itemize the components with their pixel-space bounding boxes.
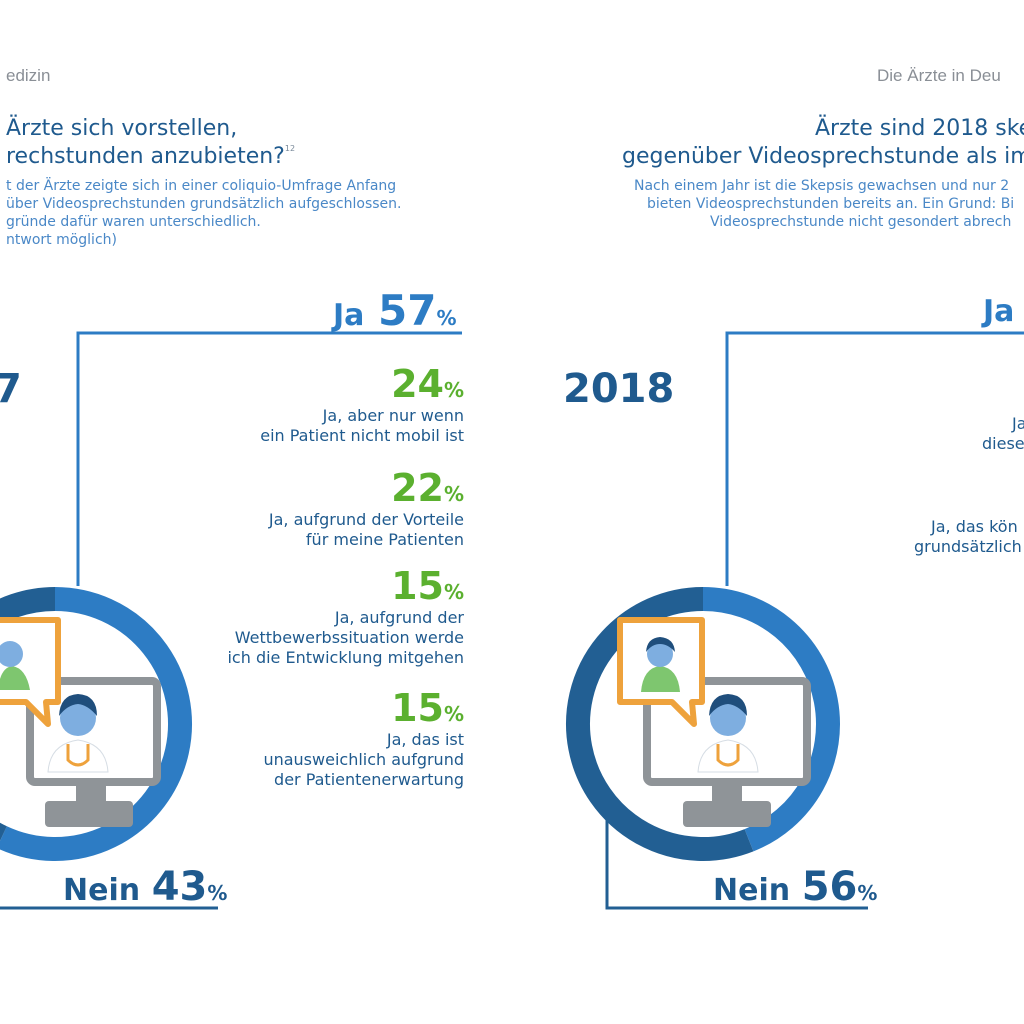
partial-reason-text: diese <box>982 434 1024 453</box>
title-line1-right: Ärzte sind 2018 skep <box>815 116 1024 141</box>
video-consultation-icon-right <box>617 617 811 827</box>
nein-label: Nein <box>713 873 791 908</box>
subtitle-line-right: bieten Videosprechstunden bereits an. Ei… <box>647 196 1015 212</box>
monitor-stand-icon <box>45 801 133 827</box>
monitor-neck-icon <box>712 786 742 804</box>
patient-hair-icon <box>646 637 675 652</box>
reason-value: 22% <box>269 466 464 510</box>
title-footnote: 12 <box>284 144 296 153</box>
percent-sign: % <box>857 881 878 905</box>
title-line1-left: Ärzte sich vorstellen, <box>6 116 238 141</box>
partial-reason-line: Ja, das kön <box>931 517 1018 537</box>
ja-connector-line-left <box>76 331 462 586</box>
subtitle-line: t der Ärzte zeigte sich in einer coliqui… <box>6 178 397 194</box>
reason-text-line: Ja, aufgrund der <box>334 608 464 627</box>
reason-number: 15 <box>391 564 444 608</box>
doctor-head-icon <box>60 700 96 736</box>
donut-slice-ja <box>0 587 192 861</box>
reason-text-line: Ja, aber nur wenn <box>322 406 464 425</box>
doctor-hair-icon <box>709 694 747 716</box>
reason-text-line: ein Patient nicht mobil ist <box>260 426 464 445</box>
ja-connector-line-right <box>725 331 1024 586</box>
partial-reason-line: diese <box>982 434 1024 454</box>
doctor-hair-icon <box>59 694 97 716</box>
partial-reason-line: Ja <box>1012 414 1024 434</box>
subtitle-line: gründe dafür waren unterschiedlich. <box>6 214 261 230</box>
donut-slice-ja <box>702 587 840 852</box>
doctor-head-icon <box>710 700 746 736</box>
year-label-left: 7 <box>0 366 22 412</box>
monitor-stand-icon <box>683 801 771 827</box>
reason-text-line: ich die Entwicklung mitgehen <box>227 648 464 667</box>
reason-item: 24% Ja, aber nur wenn ein Patient nicht … <box>260 362 464 446</box>
subtitle-left: t der Ärzte zeigte sich in einer coliqui… <box>6 177 401 249</box>
partial-reason-line: grundsätzlich <box>914 537 1022 557</box>
reason-number: 15 <box>391 686 444 730</box>
title-line2-left: rechstunden anzubieten?12 <box>6 144 295 169</box>
reason-item: 22% Ja, aufgrund der Vorteile für meine … <box>269 466 464 550</box>
subtitle-line-right: Videosprechstunde nicht gesondert abrech <box>710 214 1012 230</box>
ja-value: 57 <box>377 286 437 335</box>
reason-text-line: Ja, das ist <box>386 730 464 749</box>
title-line2-right: gegenüber Videosprechstunde als im <box>622 144 1024 169</box>
reason-number: 24 <box>391 362 444 406</box>
reason-text-line: unausweichlich aufgrund <box>263 750 464 769</box>
header-left: edizin <box>6 66 51 85</box>
donut-slice-nein <box>566 587 754 861</box>
patient-head-icon <box>0 641 23 667</box>
reason-text-line: der Patientenerwartung <box>274 770 464 789</box>
donut-chart-left <box>0 587 192 861</box>
percent-sign: % <box>443 378 464 402</box>
subtitle-line: über Videosprechstunden grundsätzlich au… <box>6 196 402 212</box>
reason-item: 15% Ja, aufgrund der Wettbewerbssituatio… <box>227 564 464 668</box>
partial-reason-text: Ja, das kön <box>931 517 1018 536</box>
nein-value: 43 <box>151 864 208 910</box>
patient-body-icon <box>641 666 680 692</box>
reason-text-line: Ja, aufgrund der Vorteile <box>268 510 464 529</box>
donut-chart-right <box>566 587 840 861</box>
monitor-neck-icon <box>76 786 106 804</box>
reason-value: 15% <box>227 564 464 608</box>
nein-value: 56 <box>801 864 858 910</box>
percent-sign: % <box>443 482 464 506</box>
ja-label-right: Ja <box>983 294 1015 329</box>
percent-sign: % <box>443 702 464 726</box>
stethoscope-icon <box>66 744 90 767</box>
year-label-right: 2018 <box>563 366 675 412</box>
video-consultation-icon-left <box>0 617 161 827</box>
subtitle-line: ntwort möglich) <box>6 232 117 248</box>
percent-sign: % <box>443 580 464 604</box>
title-line2-text: rechstunden anzubieten? <box>6 144 285 169</box>
reason-text-line: für meine Patienten <box>305 530 464 549</box>
partial-reason-text: grundsätzlich <box>914 537 1022 556</box>
doctor-coat-icon <box>47 739 109 773</box>
ja-label: Ja <box>333 298 365 333</box>
percent-sign: % <box>436 306 457 330</box>
nein-total-right: Nein 56% <box>713 864 877 910</box>
stethoscope-icon <box>716 744 740 767</box>
donut-slice-nein <box>0 587 56 841</box>
subtitle-line-right: Nach einem Jahr ist die Skepsis gewachse… <box>634 178 1010 194</box>
reason-text-line: Wettbewerbssituation werde <box>234 628 464 647</box>
reason-value: 15% <box>263 686 464 730</box>
header-right: Die Ärzte in Deu <box>877 66 1001 85</box>
nein-label: Nein <box>63 873 141 908</box>
reason-number: 22 <box>391 466 444 510</box>
patient-body-icon <box>0 666 30 690</box>
doctor-coat-icon <box>697 739 759 773</box>
reason-value: 24% <box>260 362 464 406</box>
nein-connector-line-right <box>605 820 868 910</box>
partial-reason-text: Ja <box>1012 414 1024 433</box>
nein-total-left: Nein 43% <box>63 864 227 910</box>
patient-head-icon <box>647 641 673 667</box>
ja-total-left: Ja 57% <box>333 286 456 335</box>
reason-item: 15% Ja, das ist unausweichlich aufgrund … <box>263 686 464 790</box>
percent-sign: % <box>207 881 228 905</box>
